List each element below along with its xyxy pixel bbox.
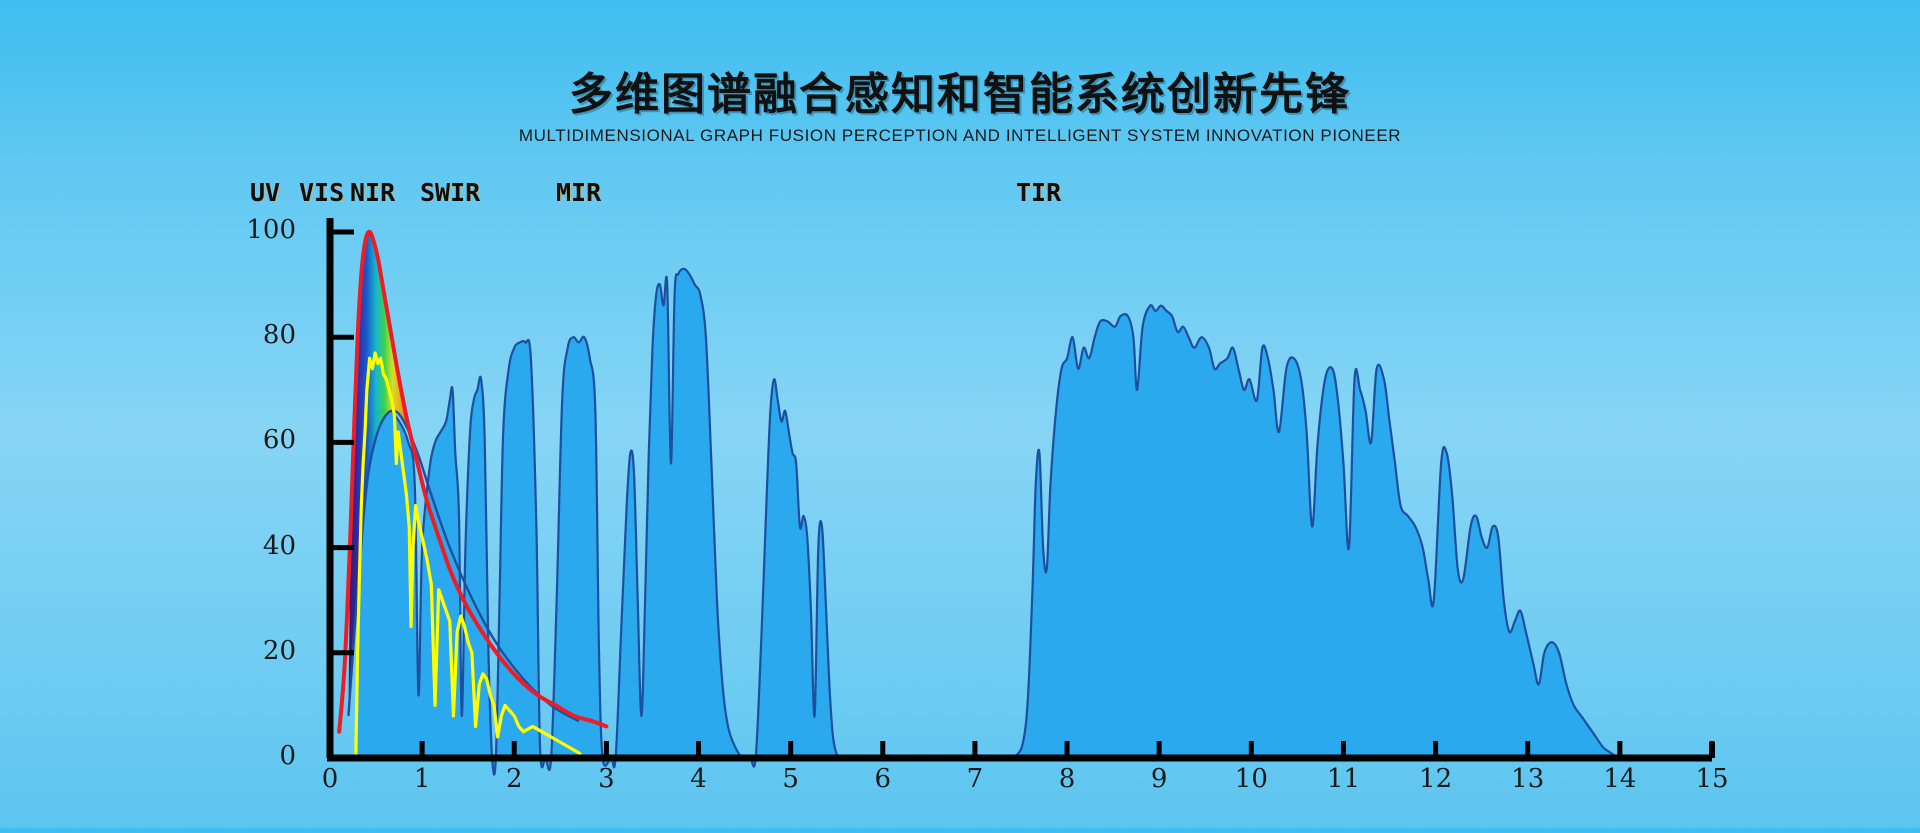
x-tick-label-4: 4 bbox=[690, 764, 707, 794]
page-title: 多维图谱融合感知和智能系统创新先锋 bbox=[569, 69, 1351, 120]
band-label-uv: UV bbox=[250, 178, 281, 207]
x-tick-label-8: 8 bbox=[1058, 764, 1076, 794]
x-tick-label-7: 7 bbox=[966, 764, 984, 794]
x-tick-label-12: 12 bbox=[1419, 764, 1453, 794]
y-tick-label-100: 100 bbox=[246, 215, 296, 245]
band-label-swir: SWIR bbox=[420, 178, 481, 207]
measured-irradiance-curve bbox=[354, 351, 585, 760]
x-tick-label-9: 9 bbox=[1150, 764, 1168, 794]
spectrum-svg bbox=[326, 218, 1715, 776]
x-tick-label-11: 11 bbox=[1326, 764, 1360, 794]
x-tick-label-1: 1 bbox=[413, 764, 431, 794]
x-tick-label-10: 10 bbox=[1234, 764, 1268, 794]
visible-spectrum-wedge bbox=[348, 231, 418, 716]
x-tick-label-6: 6 bbox=[874, 764, 892, 794]
band-label-vis: VIS bbox=[299, 178, 345, 207]
atmospheric-window-area bbox=[354, 267, 1620, 776]
y-tick-label-60: 60 bbox=[262, 425, 296, 456]
y-tick-label-20: 20 bbox=[262, 635, 296, 666]
band-label-tir: TIR bbox=[1016, 178, 1062, 207]
x-tick-label-5: 5 bbox=[782, 764, 799, 794]
y-tick-label-80: 80 bbox=[262, 320, 296, 351]
x-tick-label-13: 13 bbox=[1511, 764, 1545, 794]
spectrum-chart: 0 20 40 60 80 100 0 1 2 3 4 5 6 7 8 9 10 11 12 13 14 15 UV VIS N… bbox=[0, 170, 1920, 828]
band-label-nir: NIR bbox=[350, 178, 396, 207]
y-tick-label-0: 0 bbox=[279, 741, 296, 771]
x-tick-label-2: 2 bbox=[505, 764, 523, 794]
x-tick-label-3: 3 bbox=[598, 764, 615, 794]
page-subtitle: MULTIDIMENSIONAL GRAPH FUSION PERCEPTION… bbox=[518, 126, 1402, 145]
x-tick-label-15: 15 bbox=[1695, 764, 1729, 794]
x-tick-label-14: 14 bbox=[1603, 764, 1637, 794]
x-tick-label-0: 0 bbox=[321, 764, 339, 794]
band-label-mir: MIR bbox=[556, 178, 602, 207]
y-tick-label-40: 40 bbox=[262, 530, 296, 561]
blackbody-curve bbox=[337, 229, 609, 734]
